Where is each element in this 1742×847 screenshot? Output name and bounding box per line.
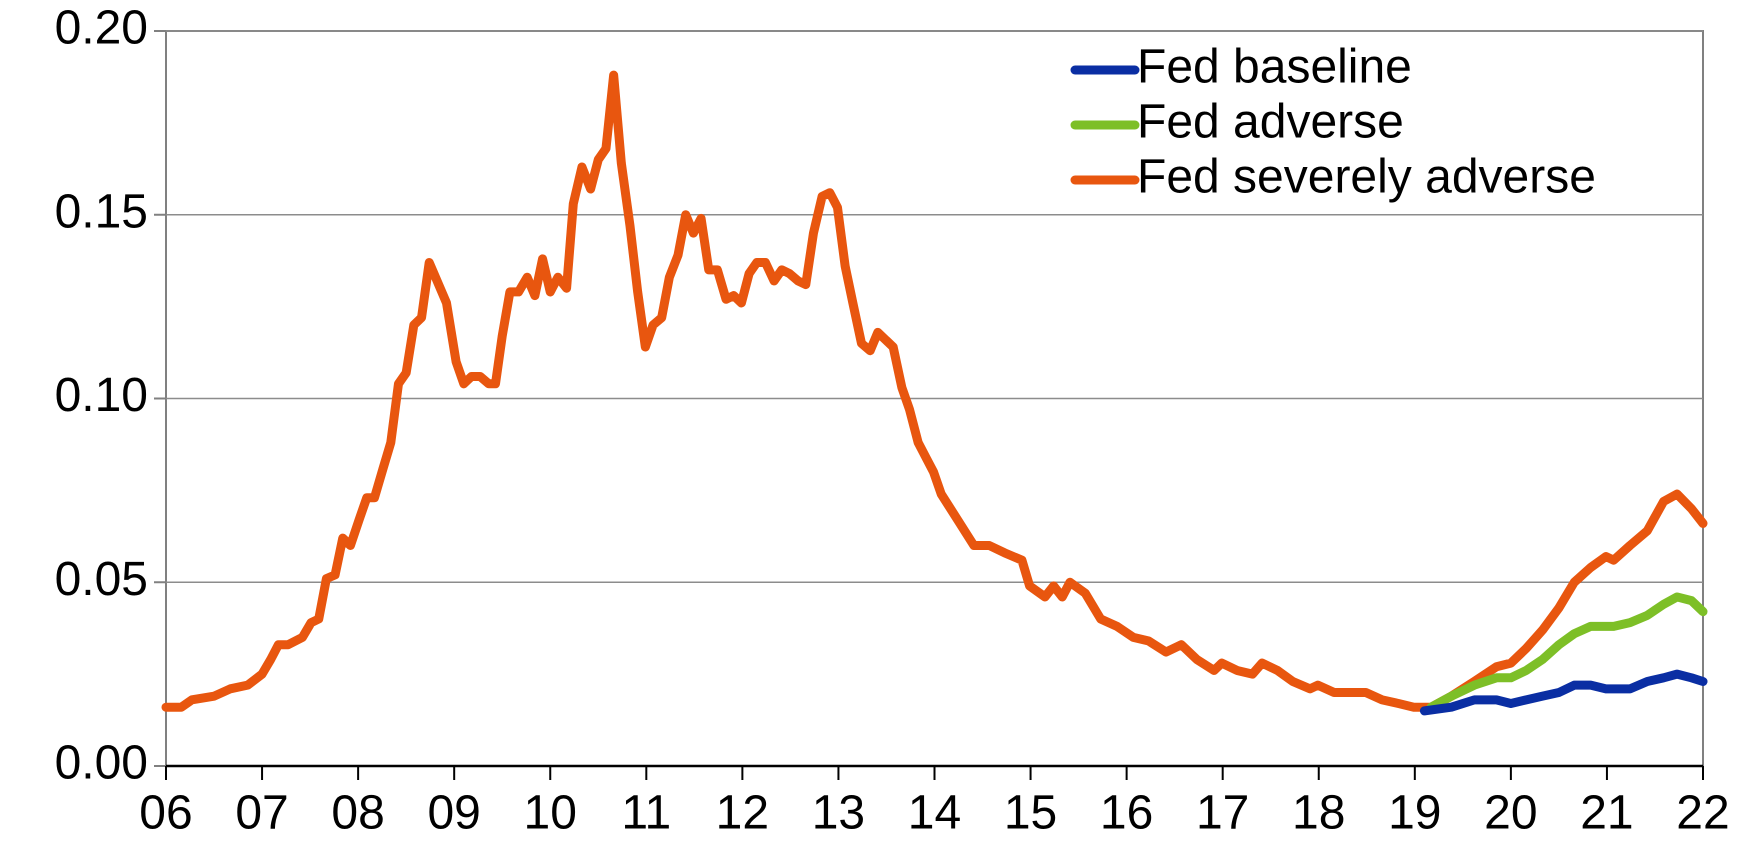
x-tick-label: 18	[1292, 787, 1345, 840]
x-tick-label: 15	[1004, 787, 1057, 840]
x-tick-label: 08	[331, 787, 384, 840]
data-line	[161, 70, 1708, 712]
x-tick-label: 20	[1484, 787, 1537, 840]
x-tick-label: 12	[716, 787, 769, 840]
x-tick-label: 16	[1100, 787, 1153, 840]
x-tick-label: 17	[1196, 787, 1249, 840]
x-tick-label: 09	[427, 787, 480, 840]
data-line	[1426, 592, 1708, 712]
legend-label: Fed adverse	[1137, 96, 1404, 149]
x-tick-label: 06	[139, 787, 192, 840]
x-tick-label: 19	[1388, 787, 1441, 840]
x-tick-label: 10	[524, 787, 577, 840]
x-tick-label: 07	[235, 787, 288, 840]
y-tick-label: 0.15	[55, 185, 148, 238]
x-tick-label: 13	[812, 787, 865, 840]
y-tick-label: 0.00	[55, 737, 148, 790]
x-tick-label: 21	[1580, 787, 1633, 840]
y-tick-label: 0.10	[55, 369, 148, 422]
x-tick-label: 22	[1676, 787, 1729, 840]
x-tick-label: 11	[621, 787, 671, 840]
y-tick-label: 0.05	[55, 553, 148, 606]
data-line	[1419, 669, 1708, 716]
legend-label: Fed baseline	[1137, 41, 1412, 94]
legend-label: Fed severely adverse	[1137, 151, 1596, 204]
x-tick-label: 14	[908, 787, 961, 840]
y-tick-label: 0.20	[55, 2, 148, 55]
